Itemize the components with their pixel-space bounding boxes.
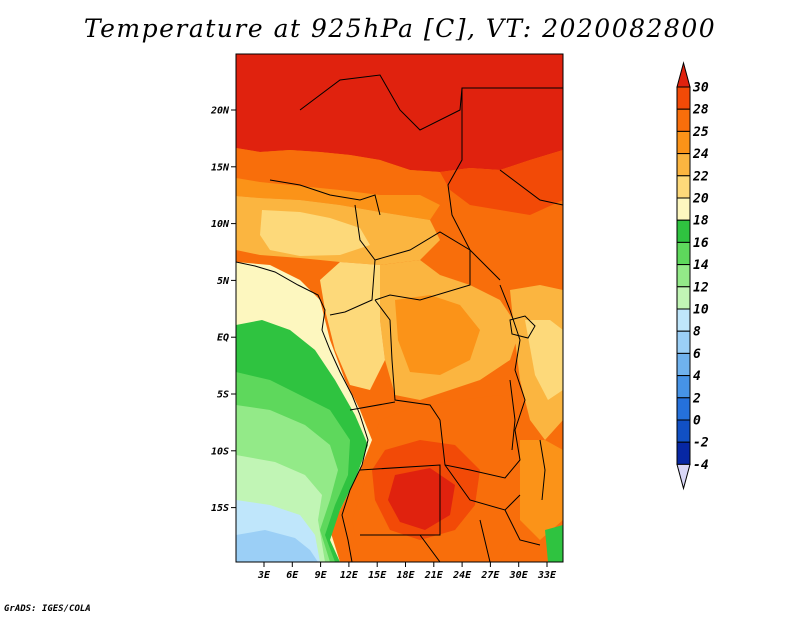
lat-label: 10N [211,219,230,230]
lon-label: 24E [452,570,472,581]
colorbar-label: 4 [693,369,701,384]
lon-label: 3E [257,570,271,581]
colorbar-swatch [676,441,691,465]
lon-label: 30E [509,570,529,581]
colorbar-label: 6 [693,347,701,362]
colorbar-label: 2 [692,391,701,406]
colorbar-top-arrow [676,61,691,88]
border-chad-sudan [447,88,501,281]
region-30c-north [236,54,563,172]
colorbar-swatch [676,264,691,288]
map-frame [235,53,564,563]
lat-label: EQ [217,333,229,344]
colorbar-label: -2 [693,436,709,451]
colorbar-swatch [676,419,691,443]
border-south [419,509,541,562]
colorbar-swatch [676,308,691,332]
colorbar-swatch [676,197,691,221]
colorbar-swatch [676,175,691,199]
region-30c-south [388,468,455,530]
colorbar-label: 14 [693,258,709,273]
region-24c-west [236,178,440,220]
colorbar-swatch [676,352,691,377]
border-zambia [444,464,521,511]
colorbar-label: 16 [693,236,709,251]
lake-victoria [509,315,536,339]
colorbar-label: 10 [693,303,709,318]
lat-label: 10S [211,446,229,457]
region-24c-congo [395,295,480,375]
lat-label: 15N [211,162,230,173]
colorbar-swatch [676,130,691,155]
colorbar-swatch [676,86,691,110]
border-cameroon [329,204,376,316]
lon-label: 6E [286,570,299,581]
lat-label: 15S [211,503,229,514]
region-24c-mozambique [520,440,563,540]
colorbar-label: 30 [692,81,709,96]
colorbar-label: 20 [692,192,709,207]
lake-malawi [539,439,546,501]
region-28c-sudan [440,150,563,215]
lon-label: 33E [537,570,557,581]
border-angola [349,401,441,536]
colorbar-label: 24 [692,147,709,162]
temperature-field [236,54,563,562]
colorbar-swatch [676,219,691,243]
region-20c-cameroon [320,262,385,390]
colorbar-label: -4 [693,458,709,473]
lat-label: 20N [210,106,230,117]
lake-tanganyika [509,379,516,451]
lon-label: 9E [315,570,328,581]
colorbar-label: 8 [693,325,701,340]
colorbar-label: 12 [693,280,709,295]
colorbar-swatch [676,241,691,266]
lon-label: 12E [340,570,359,581]
colorbar-swatch [676,108,691,132]
lon-label: 21E [424,570,444,581]
region-20c-rift [525,320,563,400]
border-niger-nigeria [269,179,381,216]
latitude-axis: 20N 15N 10N 5N EQ 5S 10S 15S [210,106,236,514]
border-drc [374,284,526,479]
border-ethiopia [499,169,563,206]
region-20c-gulf [260,210,370,256]
colorbar-label: 25 [692,125,709,140]
coastline [236,261,369,562]
lon-label: 27E [480,570,500,581]
colorbar-swatch [676,286,691,310]
colorbar-swatch [676,375,691,399]
country-borders [236,74,563,562]
colorbar-label: 0 [693,414,701,429]
chart-title: Temperature at 925hPa [C], VT: 202008280… [83,14,717,43]
colorbar-label: 18 [693,214,709,229]
colorbar-bottom-arrow [676,463,691,491]
colorbar-swatch [676,153,691,177]
lon-label: 18E [396,570,415,581]
colorbar-swatch [676,397,691,421]
longitude-axis: 3E 6E 9E 12E 15E 18E 21E 24E 27E 30E 33E [257,562,557,581]
lon-label: 15E [368,570,387,581]
region-16c-southeast [545,525,563,562]
region-6c-ocean [236,530,318,562]
lat-label: 5S [217,390,229,401]
credit-label: GrADS: IGES/COLA [4,604,91,614]
colorbar-swatch [676,330,691,354]
border-car [374,231,471,301]
colorbar-label: 28 [692,103,709,118]
lat-label: 5N [217,276,230,287]
colorbar-label: 22 [692,169,709,184]
